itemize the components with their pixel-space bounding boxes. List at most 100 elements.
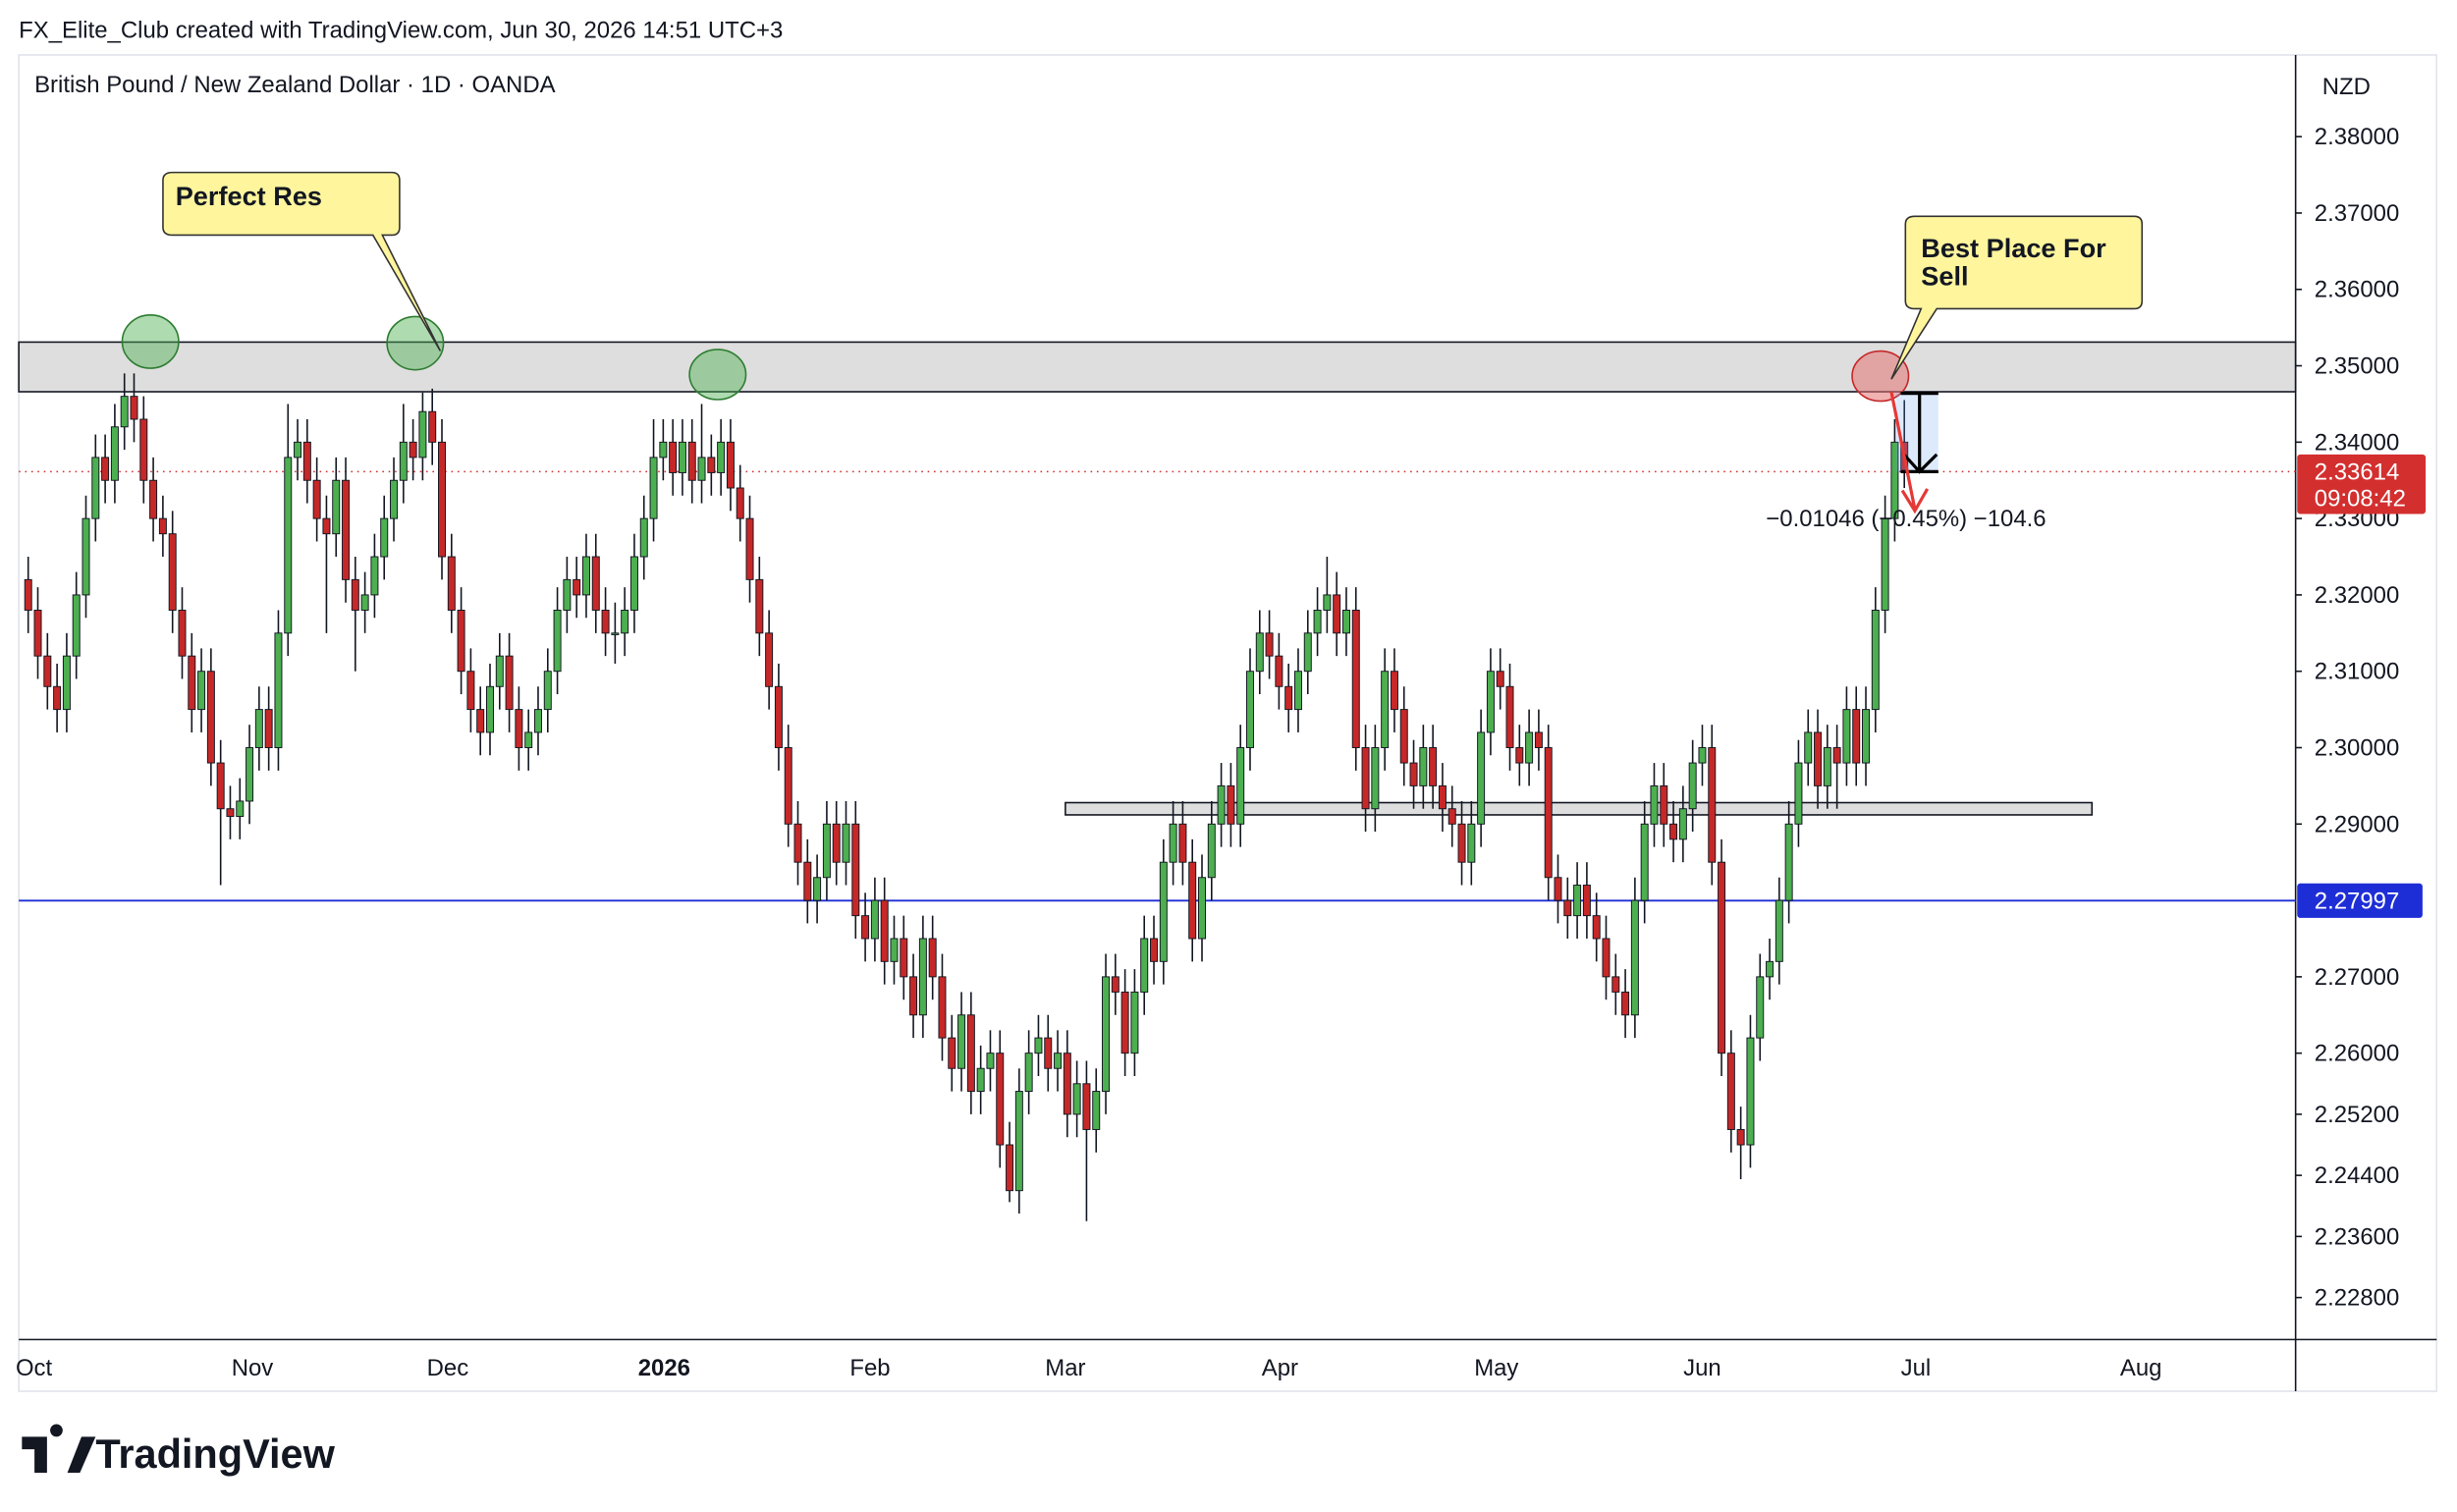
candle-body <box>784 747 792 825</box>
candle-body <box>1852 709 1861 764</box>
candle-body <box>110 426 119 481</box>
candle-body <box>1573 885 1582 917</box>
candle-body <box>736 487 744 519</box>
candle-body <box>1072 1083 1081 1115</box>
candle-body <box>1169 823 1177 863</box>
candle-body <box>1063 1053 1071 1115</box>
candle-body <box>687 441 696 481</box>
candle-body <box>1698 747 1707 764</box>
candle-body <box>206 671 215 764</box>
candle-body <box>197 671 206 711</box>
candle-body <box>1534 731 1543 748</box>
candle-body <box>543 671 552 711</box>
y-tick-label: 2.25200 <box>2315 1102 2399 1128</box>
candle-body <box>428 410 437 443</box>
y-tick-label: 2.23600 <box>2315 1223 2399 1250</box>
candle-body <box>765 632 774 687</box>
measure-label: −0.01046 (−0.45%) −104.6 <box>1766 506 2046 532</box>
currency: NZD <box>2322 74 2371 100</box>
candle-body <box>82 517 90 596</box>
x-tick-label: Mar <box>1045 1355 1085 1381</box>
candle-body <box>1082 1083 1091 1130</box>
candle-body <box>851 823 860 917</box>
candle-body <box>1265 632 1274 657</box>
candle-body <box>774 685 783 748</box>
candle-body <box>1554 877 1562 901</box>
candle-body <box>43 655 52 687</box>
candle-body <box>533 709 542 733</box>
y-tick-label: 2.24400 <box>2315 1162 2399 1189</box>
candle-body <box>1592 915 1601 940</box>
candle-body <box>909 976 918 1016</box>
candle-body <box>966 1014 975 1093</box>
candle-body <box>168 533 177 611</box>
candle-body <box>62 655 71 711</box>
candle-body <box>1217 784 1226 825</box>
candle-body <box>573 578 581 596</box>
candle-body <box>1563 899 1572 917</box>
candle-body <box>33 610 42 657</box>
candle-body <box>1130 991 1139 1054</box>
y-tick-label: 2.37000 <box>2315 200 2399 227</box>
candle-body <box>1515 747 1524 764</box>
callout: Best Place For Sell <box>1921 235 2106 292</box>
x-tick-label: Oct <box>16 1355 53 1381</box>
candle-body <box>1660 784 1668 825</box>
candle-body <box>1496 671 1504 687</box>
candle-body <box>581 556 590 596</box>
x-tick-label: May <box>1474 1355 1518 1381</box>
candle-body <box>1544 747 1553 879</box>
candle-body <box>226 808 235 817</box>
candle-body <box>139 418 148 481</box>
candle-body <box>1024 1053 1033 1093</box>
candle-body <box>1611 976 1620 993</box>
candle-body <box>1044 1037 1053 1069</box>
candle-body <box>1275 655 1283 687</box>
candle-body <box>717 441 726 473</box>
x-tick-label: Apr <box>1262 1355 1298 1381</box>
candle-body <box>1207 823 1216 879</box>
candle-body <box>986 1053 995 1069</box>
zone <box>18 341 2297 393</box>
candle-body <box>1871 610 1880 711</box>
candle-body <box>813 877 822 901</box>
candle-body <box>312 479 321 519</box>
candle-body <box>1718 861 1726 1054</box>
callout-text: Perfect Res <box>175 183 323 212</box>
candle-body <box>1823 747 1831 786</box>
candle-body <box>188 655 196 711</box>
candle-body <box>1794 762 1803 825</box>
candle-body <box>1688 762 1697 810</box>
candle-body <box>948 1037 956 1069</box>
candle-body <box>707 457 716 473</box>
candle-body <box>1602 938 1611 978</box>
candle-body <box>1842 709 1851 764</box>
candle-body <box>1034 1037 1043 1054</box>
candle-body <box>457 610 465 673</box>
candle-body <box>515 709 523 748</box>
candle-body <box>322 517 331 535</box>
candle-body <box>678 441 686 473</box>
callout-text: Best Place For Sell <box>1921 235 2106 292</box>
highlight <box>688 349 747 401</box>
candle-body <box>1120 991 1129 1054</box>
candle-body <box>870 899 879 940</box>
candle-body <box>294 441 302 459</box>
candle-body <box>1447 808 1456 825</box>
candle-body <box>669 441 678 473</box>
candle-body <box>861 915 870 940</box>
candle-body <box>793 823 802 863</box>
candle-body <box>832 823 841 863</box>
candle-body <box>302 441 311 481</box>
candle-body <box>1245 671 1254 748</box>
candle-body <box>360 594 369 611</box>
candle-body <box>601 610 610 634</box>
candle-body <box>495 655 504 687</box>
candle-body <box>1198 877 1206 940</box>
candle-body <box>505 655 514 711</box>
candle-body <box>1890 441 1899 519</box>
candle-body <box>1678 808 1687 840</box>
candle-body <box>284 457 293 634</box>
candle-body <box>1814 731 1823 786</box>
